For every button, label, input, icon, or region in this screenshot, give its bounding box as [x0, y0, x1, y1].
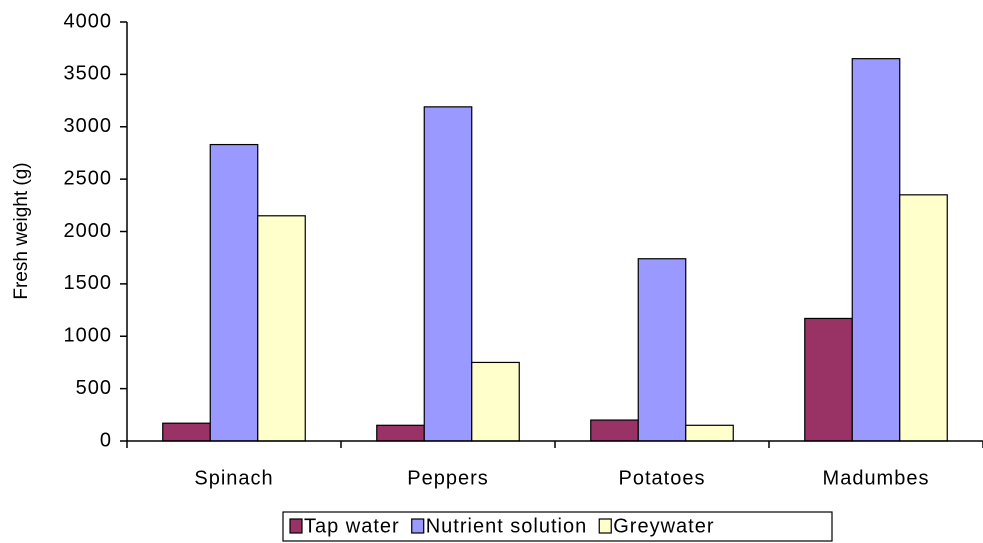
bar — [209, 143, 259, 442]
legend-box — [282, 511, 833, 542]
bar — [590, 419, 639, 442]
legend-swatch — [411, 518, 425, 534]
x-tick-label: Madumbes — [823, 467, 930, 489]
bar — [162, 422, 211, 442]
bar — [637, 258, 687, 442]
bar — [376, 424, 425, 442]
bar — [471, 361, 520, 442]
legend-swatch — [289, 518, 303, 534]
y-tick-label: 500 — [76, 377, 112, 399]
legend-swatch — [598, 518, 612, 534]
legend-label: Nutrient solution — [426, 515, 588, 537]
bar — [804, 317, 853, 442]
y-tick-label: 0 — [100, 429, 112, 451]
legend-label: Tap water — [304, 515, 400, 537]
y-tick-label: 3000 — [64, 115, 113, 137]
bar — [257, 215, 306, 442]
y-tick-label: 2000 — [64, 220, 113, 242]
bar — [423, 106, 473, 442]
bar — [685, 424, 734, 442]
y-tick-label: 4000 — [64, 10, 113, 32]
x-tick-label: Peppers — [407, 467, 489, 489]
x-tick-label: Spinach — [194, 467, 273, 489]
x-tick-label: Potatoes — [619, 467, 706, 489]
bar — [851, 58, 901, 442]
y-tick-label: 1000 — [64, 325, 113, 347]
y-tick-label: 1500 — [64, 272, 113, 294]
y-tick-label: 3500 — [64, 63, 113, 85]
bar — [899, 194, 948, 442]
y-tick-label: 2500 — [64, 167, 113, 189]
legend-label: Greywater — [613, 515, 714, 537]
y-axis-title: Fresh weight (g) — [11, 162, 32, 299]
